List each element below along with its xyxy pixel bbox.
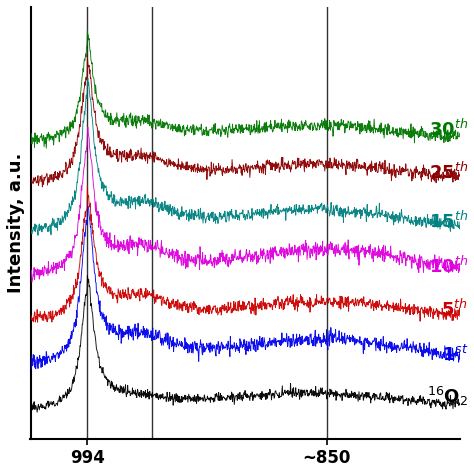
Text: 10$^{th}$: 10$^{th}$ xyxy=(429,255,468,277)
Text: 15$^{th}$: 15$^{th}$ xyxy=(429,210,468,232)
Text: 30$^{th}$: 30$^{th}$ xyxy=(429,119,468,140)
Y-axis label: Intensity, a.u.: Intensity, a.u. xyxy=(7,153,25,293)
Text: $^{16}$O$_2$: $^{16}$O$_2$ xyxy=(428,385,468,408)
Text: 1$^{st}$: 1$^{st}$ xyxy=(442,345,468,365)
Text: 25$^{th}$: 25$^{th}$ xyxy=(429,162,468,183)
Text: 5$^{th}$: 5$^{th}$ xyxy=(441,299,468,320)
